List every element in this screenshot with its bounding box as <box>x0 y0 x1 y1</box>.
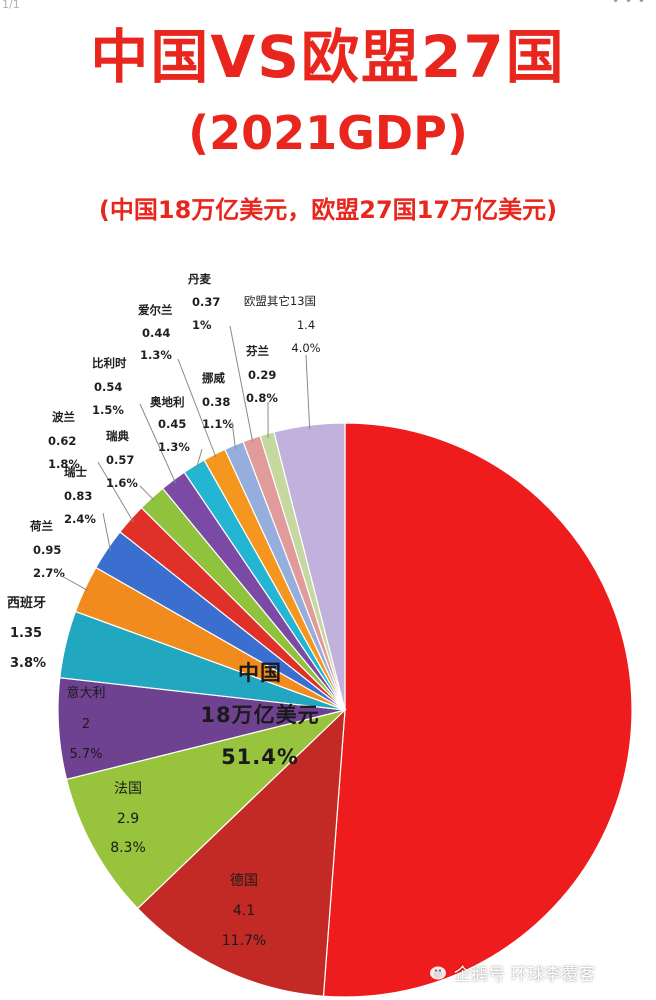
slice-7-value-text: 0.62 <box>48 434 76 448</box>
slice-11-pct-text: 1.3% <box>140 348 172 362</box>
slice-14-pct-text: 0.8% <box>246 391 278 405</box>
slice-15-label: 欧盟其它13国 <box>244 294 316 308</box>
pie-slice-0 <box>322 422 633 998</box>
slice-3-pct-text: 5.7% <box>69 747 102 762</box>
leader-line-7 <box>97 461 134 523</box>
slice-2-pct-text: 8.3% <box>110 840 146 856</box>
slice-15-value-text: 1.4 <box>297 318 315 332</box>
slice-6-label: 瑞士 <box>64 465 87 479</box>
slice-10-pct-text: 1.3% <box>158 440 190 454</box>
slice-0-label: 中国 <box>238 661 282 685</box>
watermark-text: 企鹅号 环球李覆客 <box>454 965 596 985</box>
slice-4-value-text: 1.35 <box>10 626 42 641</box>
slice-11-value-text: 0.44 <box>142 326 170 340</box>
slice-10-label: 奥地利 <box>149 395 185 409</box>
chart-subtitle: (2021GDP) <box>188 106 468 160</box>
page-indicator: 1/1 <box>2 0 20 11</box>
slice-4-pct-text: 3.8% <box>10 656 46 671</box>
slice-9-pct-text: 1.5% <box>92 403 124 417</box>
slice-2-label: 法国 <box>114 781 142 797</box>
penguin-logo-icon <box>430 966 446 980</box>
slice-5-label: 荷兰 <box>29 519 53 533</box>
leader-line-12 <box>231 421 236 450</box>
slice-15-pct-text: 4.0% <box>291 341 320 355</box>
slice-14-value-text: 0.29 <box>248 368 276 382</box>
slice-9-label: 比利时 <box>92 356 127 370</box>
leader-line-13 <box>229 325 254 443</box>
slice-1-value-text: 4.1 <box>233 903 255 919</box>
top-bar: 1/1 • • • <box>0 0 656 12</box>
leader-line-6 <box>102 512 112 552</box>
slice-10-value-text: 0.45 <box>158 417 186 431</box>
chart-title: 中国VS欧盟27国 <box>90 23 566 91</box>
leader-line-5 <box>59 574 89 592</box>
slice-3-label: 意大利 <box>66 685 105 701</box>
pie-slice-1 <box>136 708 346 997</box>
slice-7-pct-text: 1.8% <box>48 457 80 471</box>
more-options-icon[interactable]: • • • <box>612 0 646 8</box>
slice-12-label: 挪威 <box>202 371 225 385</box>
slice-13-label: 丹麦 <box>188 272 211 286</box>
slice-12-value-text: 0.38 <box>202 395 230 409</box>
slice-6-pct-text: 2.4% <box>64 512 96 526</box>
slice-13-value-text: 0.37 <box>192 295 220 309</box>
slice-5-value-text: 0.95 <box>33 543 61 557</box>
slice-13-pct-text: 1% <box>192 318 212 332</box>
slice-12-pct-text: 1.1% <box>202 417 234 431</box>
leader-line-15 <box>305 354 311 430</box>
leader-line-10 <box>195 448 203 470</box>
slice-9-value-text: 0.54 <box>94 380 122 394</box>
leader-line-9 <box>139 403 177 484</box>
slice-7-label: 波兰 <box>52 410 75 424</box>
slice-1-pct-text: 11.7% <box>222 933 266 949</box>
slice-14-label: 芬兰 <box>245 344 269 358</box>
slice-2-value-text: 2.9 <box>117 811 139 827</box>
slice-5-pct-text: 2.7% <box>33 566 65 580</box>
slice-0-value-text: 18万亿美元 <box>200 703 319 727</box>
slice-8-label: 瑞典 <box>106 429 129 443</box>
slice-3-value-text: 2 <box>82 717 90 732</box>
slice-6-value-text: 0.83 <box>64 489 92 503</box>
slice-1-label: 德国 <box>230 873 258 889</box>
slice-8-value-text: 0.57 <box>106 453 134 467</box>
slice-11-label: 爱尔兰 <box>138 303 173 317</box>
slice-8-pct-text: 1.6% <box>106 476 138 490</box>
leader-line-8 <box>139 485 155 502</box>
slice-0-pct-text: 51.4% <box>221 745 299 769</box>
slice-4-label: 西班牙 <box>7 595 46 611</box>
leader-line-11 <box>177 358 217 459</box>
chart-note: (中国18万亿美元，欧盟27国17万亿美元) <box>98 196 558 224</box>
pie-slice-2 <box>65 708 348 910</box>
